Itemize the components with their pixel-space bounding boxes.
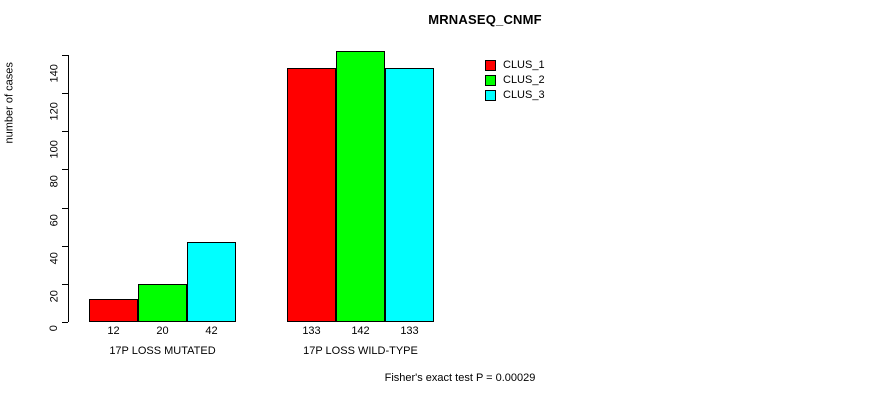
plot-area: 0 20 40 60 80 100 120 140 12 20 42 133 142 133 17P L… [48,48,468,357]
y-axis-title: number of cases [3,62,16,144]
y-axis-tick-mark [62,207,68,209]
group-label: 17P LOSS MUTATED [109,345,216,357]
legend-item-clus_2[interactable]: CLUS_2 [485,73,545,88]
group-label: 17P LOSS WILD-TYPE [303,345,418,357]
chart-title: MRNASEQ_CNMF [0,12,890,27]
y-axis-tick-mark [62,245,68,247]
y-axis-tick-mark [62,322,68,323]
bar-value-label: 12 [107,325,120,337]
y-axis-tick-mark [62,93,68,95]
bar-value-label: 142 [351,325,370,337]
legend-item-label: CLUS_1 [503,59,545,71]
chart-title-text: MRNASEQ_CNMF [428,12,542,27]
bar-value-label: 133 [400,325,419,337]
bar-17p-loss-wild-type-clus_3 [385,68,434,322]
bar-17p-loss-mutated-clus_3 [187,241,236,322]
y-axis-tick-mark [62,169,68,171]
bar-17p-loss-mutated-clus_1 [89,299,138,322]
bar-value-label: 42 [205,325,218,337]
bar-17p-loss-wild-type-clus_2 [336,51,385,322]
y-axis-tick-mark [62,131,68,133]
footer-annotation-text: Fisher's exact test P = 0.00029 [384,372,536,384]
bar-value-label: 133 [302,325,321,337]
legend-swatch-icon [485,75,496,86]
legend-item-label: CLUS_3 [503,89,545,101]
footer-annotation: Fisher's exact test P = 0.00029 [0,372,890,384]
y-axis-line [68,55,69,322]
y-axis-tick-mark [62,55,68,56]
y-axis-tick-mark [62,283,68,285]
legend-item-label: CLUS_2 [503,74,545,86]
legend: CLUS_1 CLUS_2 CLUS_3 [485,58,545,103]
bar-value-label: 20 [156,325,169,337]
legend-swatch-icon [485,90,496,101]
legend-swatch-icon [485,60,496,71]
bar-17p-loss-wild-type-clus_1 [287,68,336,322]
legend-item-clus_3[interactable]: CLUS_3 [485,88,545,103]
bar-17p-loss-mutated-clus_2 [138,283,187,322]
legend-item-clus_1[interactable]: CLUS_1 [485,58,545,73]
